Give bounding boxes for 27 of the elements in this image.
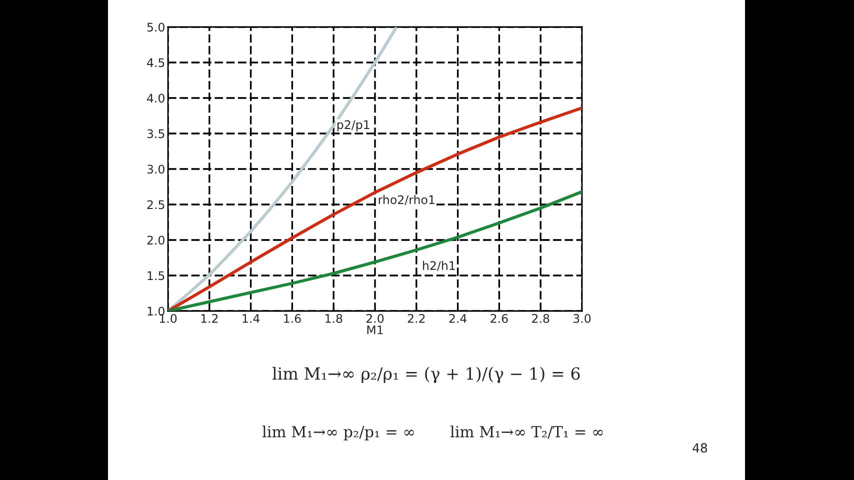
text: lim M₁→∞ p₂/p₁ = ∞ (262, 426, 414, 440)
x-tick-label: 2.6 (490, 314, 508, 323)
y-tick-label: 2.5 (147, 200, 164, 210)
y-tick-label: 3.5 (147, 129, 164, 138)
text: lim M₁→∞ T₂/T₁ = ∞ (450, 426, 603, 439)
y-tick-label: 4.5 (147, 58, 164, 68)
x-tick-label: 2.8 (532, 314, 550, 323)
x-tick-label: 1.4 (242, 314, 260, 323)
x-tick-label: 2.4 (449, 314, 467, 323)
x-tick-label: 1.2 (201, 314, 218, 323)
series-label: p2/p1 (337, 120, 370, 132)
y-tick-label: 3.0 (147, 164, 164, 174)
y-tick-label: 4.0 (147, 94, 164, 103)
x-axis-title: M1 (367, 326, 383, 334)
x-tick-label: 1.8 (326, 314, 342, 323)
series-label: rho2/rho1 (378, 195, 434, 206)
text: 48 (692, 443, 708, 453)
x-tick-label: 2.2 (408, 314, 425, 323)
x-tick-label: 1.0 (160, 314, 177, 323)
series-label: h2/h1 (423, 260, 455, 271)
y-tick-label: 2.0 (147, 236, 164, 245)
text: lim M₁→∞ ρ₂/ρ₁ = (γ + 1)/(γ − 1) = 6 (272, 366, 580, 384)
x-tick-label: 2.0 (366, 314, 384, 323)
x-tick-label: 1.6 (284, 314, 301, 323)
y-tick-label: 1.5 (148, 271, 164, 280)
x-tick-label: 3.0 (574, 314, 591, 323)
y-tick-label: 5.0 (147, 22, 164, 32)
